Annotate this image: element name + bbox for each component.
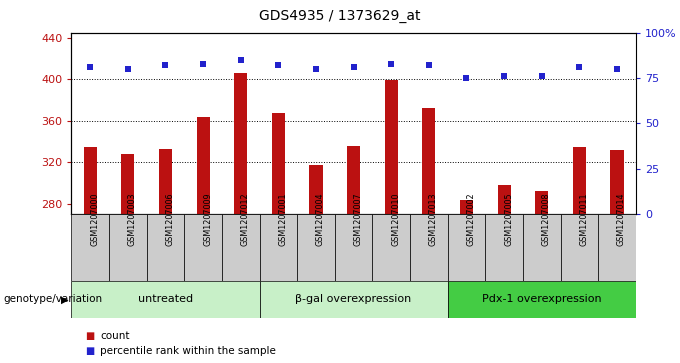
Bar: [184, 214, 222, 281]
Bar: [385, 80, 398, 214]
Bar: [460, 200, 473, 214]
Bar: [422, 109, 435, 214]
Bar: [272, 113, 285, 214]
Bar: [598, 214, 636, 281]
Bar: [309, 166, 322, 214]
Text: count: count: [100, 331, 129, 341]
Point: [424, 62, 435, 68]
Bar: [159, 149, 172, 214]
Bar: [147, 214, 184, 281]
Text: GSM1207004: GSM1207004: [316, 193, 325, 246]
Point: [122, 66, 133, 72]
Point: [198, 61, 209, 66]
Point: [461, 75, 472, 81]
Bar: [234, 73, 248, 214]
Text: GSM1207008: GSM1207008: [542, 193, 551, 246]
Text: GSM1207010: GSM1207010: [391, 193, 401, 246]
Text: GSM1207002: GSM1207002: [466, 193, 475, 246]
Bar: [260, 281, 447, 318]
Point: [574, 64, 585, 70]
Bar: [335, 214, 373, 281]
Text: β-gal overexpression: β-gal overexpression: [296, 294, 411, 305]
Bar: [498, 185, 511, 214]
Point: [160, 62, 171, 68]
Bar: [222, 214, 260, 281]
Text: GSM1207012: GSM1207012: [241, 193, 250, 246]
Bar: [611, 150, 624, 214]
Point: [611, 66, 622, 72]
Bar: [486, 214, 523, 281]
Bar: [347, 146, 360, 214]
Bar: [447, 214, 486, 281]
Point: [85, 64, 96, 70]
Point: [537, 73, 547, 79]
Bar: [560, 214, 598, 281]
Text: untreated: untreated: [138, 294, 193, 305]
Bar: [71, 281, 260, 318]
Text: GSM1207007: GSM1207007: [354, 193, 362, 246]
Bar: [535, 191, 548, 214]
Bar: [523, 214, 560, 281]
Point: [235, 57, 246, 63]
Text: GSM1207014: GSM1207014: [617, 193, 626, 246]
Text: GSM1207000: GSM1207000: [90, 193, 99, 246]
Text: GSM1207001: GSM1207001: [278, 193, 288, 246]
Bar: [197, 117, 209, 214]
Point: [348, 64, 359, 70]
Bar: [260, 214, 297, 281]
Bar: [121, 154, 135, 214]
Text: ▶: ▶: [61, 294, 68, 305]
Text: GSM1207005: GSM1207005: [504, 193, 513, 246]
Point: [273, 62, 284, 68]
Bar: [297, 214, 335, 281]
Bar: [373, 214, 410, 281]
Point: [498, 73, 509, 79]
Point: [386, 61, 396, 66]
Text: GSM1207011: GSM1207011: [579, 193, 588, 246]
Text: ■: ■: [85, 331, 95, 341]
Point: [311, 66, 322, 72]
Text: Pdx-1 overexpression: Pdx-1 overexpression: [482, 294, 602, 305]
Bar: [84, 147, 97, 214]
Bar: [573, 147, 586, 214]
Bar: [447, 281, 636, 318]
Bar: [71, 214, 109, 281]
Text: genotype/variation: genotype/variation: [3, 294, 103, 305]
Text: ■: ■: [85, 346, 95, 356]
Text: percentile rank within the sample: percentile rank within the sample: [100, 346, 276, 356]
Text: GSM1207003: GSM1207003: [128, 193, 137, 246]
Text: GSM1207009: GSM1207009: [203, 193, 212, 246]
Bar: [109, 214, 147, 281]
Text: GDS4935 / 1373629_at: GDS4935 / 1373629_at: [259, 9, 421, 23]
Text: GSM1207013: GSM1207013: [429, 193, 438, 246]
Bar: [410, 214, 447, 281]
Text: GSM1207006: GSM1207006: [165, 193, 175, 246]
